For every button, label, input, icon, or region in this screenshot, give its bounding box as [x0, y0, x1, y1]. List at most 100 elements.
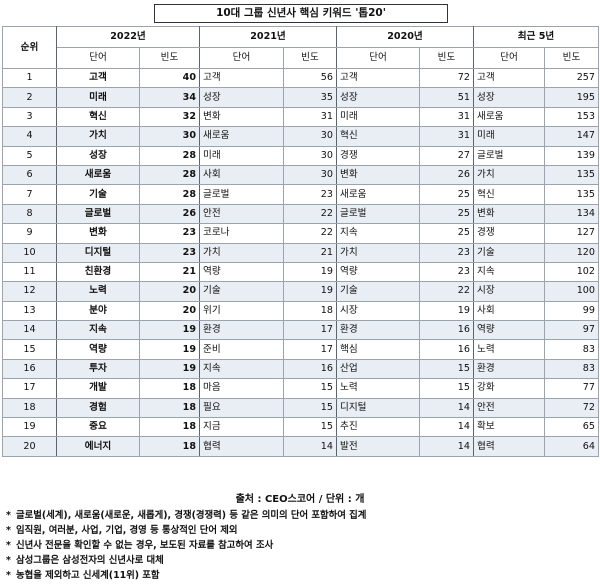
- table-row: 17 개발 18 마음 15 노력 15 강화 77: [2, 378, 599, 399]
- bullet-mark: *: [6, 555, 11, 566]
- table-row: 18 경험 18 필요 15 디지털 14 안전 72: [2, 397, 599, 419]
- word-2021-cell: 준비: [199, 339, 284, 360]
- table-row: 2 미래 34 성장 35 성장 51 성장 195: [2, 87, 599, 108]
- freq-header: 빈도: [419, 47, 474, 69]
- freq-2022-cell: 30: [139, 126, 200, 147]
- word-2022-cell: 글로벌: [56, 203, 140, 225]
- year-header-recent5: 최근 5년: [473, 26, 599, 48]
- word-2021-cell: 미래: [199, 145, 284, 166]
- freq-recent5-cell: 64: [544, 436, 599, 457]
- word-2021-cell: 사회: [199, 164, 284, 186]
- year-header-2020: 2020년: [336, 26, 474, 48]
- freq-recent5-cell: 77: [544, 378, 599, 399]
- rank-cell: 19: [2, 417, 57, 438]
- word-2021-cell: 위기: [199, 300, 284, 322]
- freq-2021-cell: 22: [283, 203, 337, 225]
- freq-2020-cell: 22: [419, 281, 474, 302]
- rank-cell: 11: [2, 261, 57, 283]
- word-2020-cell: 혁신: [336, 126, 420, 147]
- rank-cell: 2: [2, 87, 57, 108]
- word-2022-cell: 변화: [56, 223, 140, 244]
- freq-2020-cell: 16: [419, 320, 474, 341]
- footnote-text: 신년사 전문을 확인할 수 없는 경우, 보도된 자료를 참고하여 조사: [16, 540, 274, 551]
- word-2022-cell: 지속: [56, 320, 140, 341]
- table-row: 10 디지털 23 가치 21 가치 23 기술 120: [2, 242, 599, 263]
- rank-cell: 9: [2, 223, 57, 244]
- table-row: 7 기술 28 글로벌 23 새로움 25 혁신 135: [2, 184, 599, 205]
- word-2022-cell: 가치: [56, 126, 140, 147]
- freq-2020-cell: 14: [419, 436, 474, 457]
- word-2020-cell: 디지털: [336, 397, 420, 419]
- freq-recent5-cell: 135: [544, 164, 599, 186]
- freq-2022-cell: 23: [139, 223, 200, 244]
- freq-2020-cell: 15: [419, 358, 474, 380]
- freq-2020-cell: 31: [419, 126, 474, 147]
- word-recent5-cell: 협력: [473, 436, 545, 457]
- word-recent5-cell: 강화: [473, 378, 545, 399]
- table-row: 13 분야 20 위기 18 시장 19 사회 99: [2, 300, 599, 322]
- word-2022-cell: 고객: [56, 67, 140, 89]
- freq-2021-cell: 18: [283, 300, 337, 322]
- bullet-mark: *: [6, 525, 11, 536]
- freq-2021-cell: 30: [283, 145, 337, 166]
- footnote-item: * 농협을 제외하고 신세계(11위) 포함: [6, 568, 366, 583]
- footnote-item: * 글로벌(세계), 새로움(새로운, 새롭게), 경쟁(경쟁력) 등 같은 의미…: [6, 508, 366, 523]
- freq-2022-cell: 18: [139, 417, 200, 438]
- freq-2022-cell: 18: [139, 436, 200, 457]
- table-row: 19 중요 18 지금 15 추진 14 확보 65: [2, 417, 599, 438]
- bullet-mark: *: [6, 570, 11, 581]
- freq-2020-cell: 25: [419, 184, 474, 205]
- freq-recent5-cell: 147: [544, 126, 599, 147]
- table-row: 8 글로벌 26 안전 22 글로벌 25 변화 134: [2, 203, 599, 225]
- word-2021-cell: 지금: [199, 417, 284, 438]
- freq-2020-cell: 15: [419, 378, 474, 399]
- freq-recent5-cell: 65: [544, 417, 599, 438]
- freq-2022-cell: 19: [139, 320, 200, 341]
- freq-2020-cell: 72: [419, 67, 474, 89]
- word-2020-cell: 고객: [336, 67, 420, 89]
- word-2021-cell: 성장: [199, 87, 284, 108]
- word-2020-cell: 역량: [336, 261, 420, 283]
- page-title: 10대 그룹 신년사 핵심 키워드 '톱20': [154, 4, 448, 23]
- freq-2020-cell: 26: [419, 164, 474, 186]
- freq-2021-cell: 17: [283, 320, 337, 341]
- freq-2021-cell: 31: [283, 106, 337, 128]
- footnote-item: * 신년사 전문을 확인할 수 없는 경우, 보도된 자료를 참고하여 조사: [6, 538, 366, 553]
- word-recent5-cell: 혁신: [473, 184, 545, 205]
- freq-2022-cell: 32: [139, 106, 200, 128]
- freq-2021-cell: 14: [283, 436, 337, 457]
- freq-2021-cell: 22: [283, 223, 337, 244]
- footnote-text: 글로벌(세계), 새로움(새로운, 새롭게), 경쟁(경쟁력) 등 같은 의미의…: [16, 510, 367, 521]
- freq-2022-cell: 18: [139, 378, 200, 399]
- word-2020-cell: 산업: [336, 358, 420, 380]
- rank-cell: 7: [2, 184, 57, 205]
- rank-cell: 6: [2, 164, 57, 186]
- year-header-2021: 2021년: [199, 26, 337, 48]
- word-2020-cell: 미래: [336, 106, 420, 128]
- word-2022-cell: 중요: [56, 417, 140, 438]
- word-2022-cell: 노력: [56, 281, 140, 302]
- freq-recent5-cell: 83: [544, 339, 599, 360]
- freq-2022-cell: 21: [139, 261, 200, 283]
- word-2021-cell: 기술: [199, 281, 284, 302]
- source-note: 출처 : CEO스코어 / 단위 : 개: [235, 494, 365, 505]
- freq-2022-cell: 20: [139, 281, 200, 302]
- freq-recent5-cell: 99: [544, 300, 599, 322]
- freq-2020-cell: 23: [419, 261, 474, 283]
- table-row: 15 역량 19 준비 17 핵심 16 노력 83: [2, 339, 599, 360]
- word-2022-cell: 경험: [56, 397, 140, 419]
- word-2020-cell: 환경: [336, 320, 420, 341]
- freq-2021-cell: 35: [283, 87, 337, 108]
- table-row: 9 변화 23 코로나 22 지속 25 경쟁 127: [2, 223, 599, 244]
- freq-recent5-cell: 102: [544, 261, 599, 283]
- freq-2022-cell: 28: [139, 184, 200, 205]
- word-2020-cell: 시장: [336, 300, 420, 322]
- word-2021-cell: 새로움: [199, 126, 284, 147]
- word-2020-cell: 경쟁: [336, 145, 420, 166]
- freq-2021-cell: 30: [283, 164, 337, 186]
- rank-header: 순위: [2, 26, 57, 69]
- freq-2022-cell: 40: [139, 67, 200, 89]
- freq-2021-cell: 30: [283, 126, 337, 147]
- freq-2022-cell: 34: [139, 87, 200, 108]
